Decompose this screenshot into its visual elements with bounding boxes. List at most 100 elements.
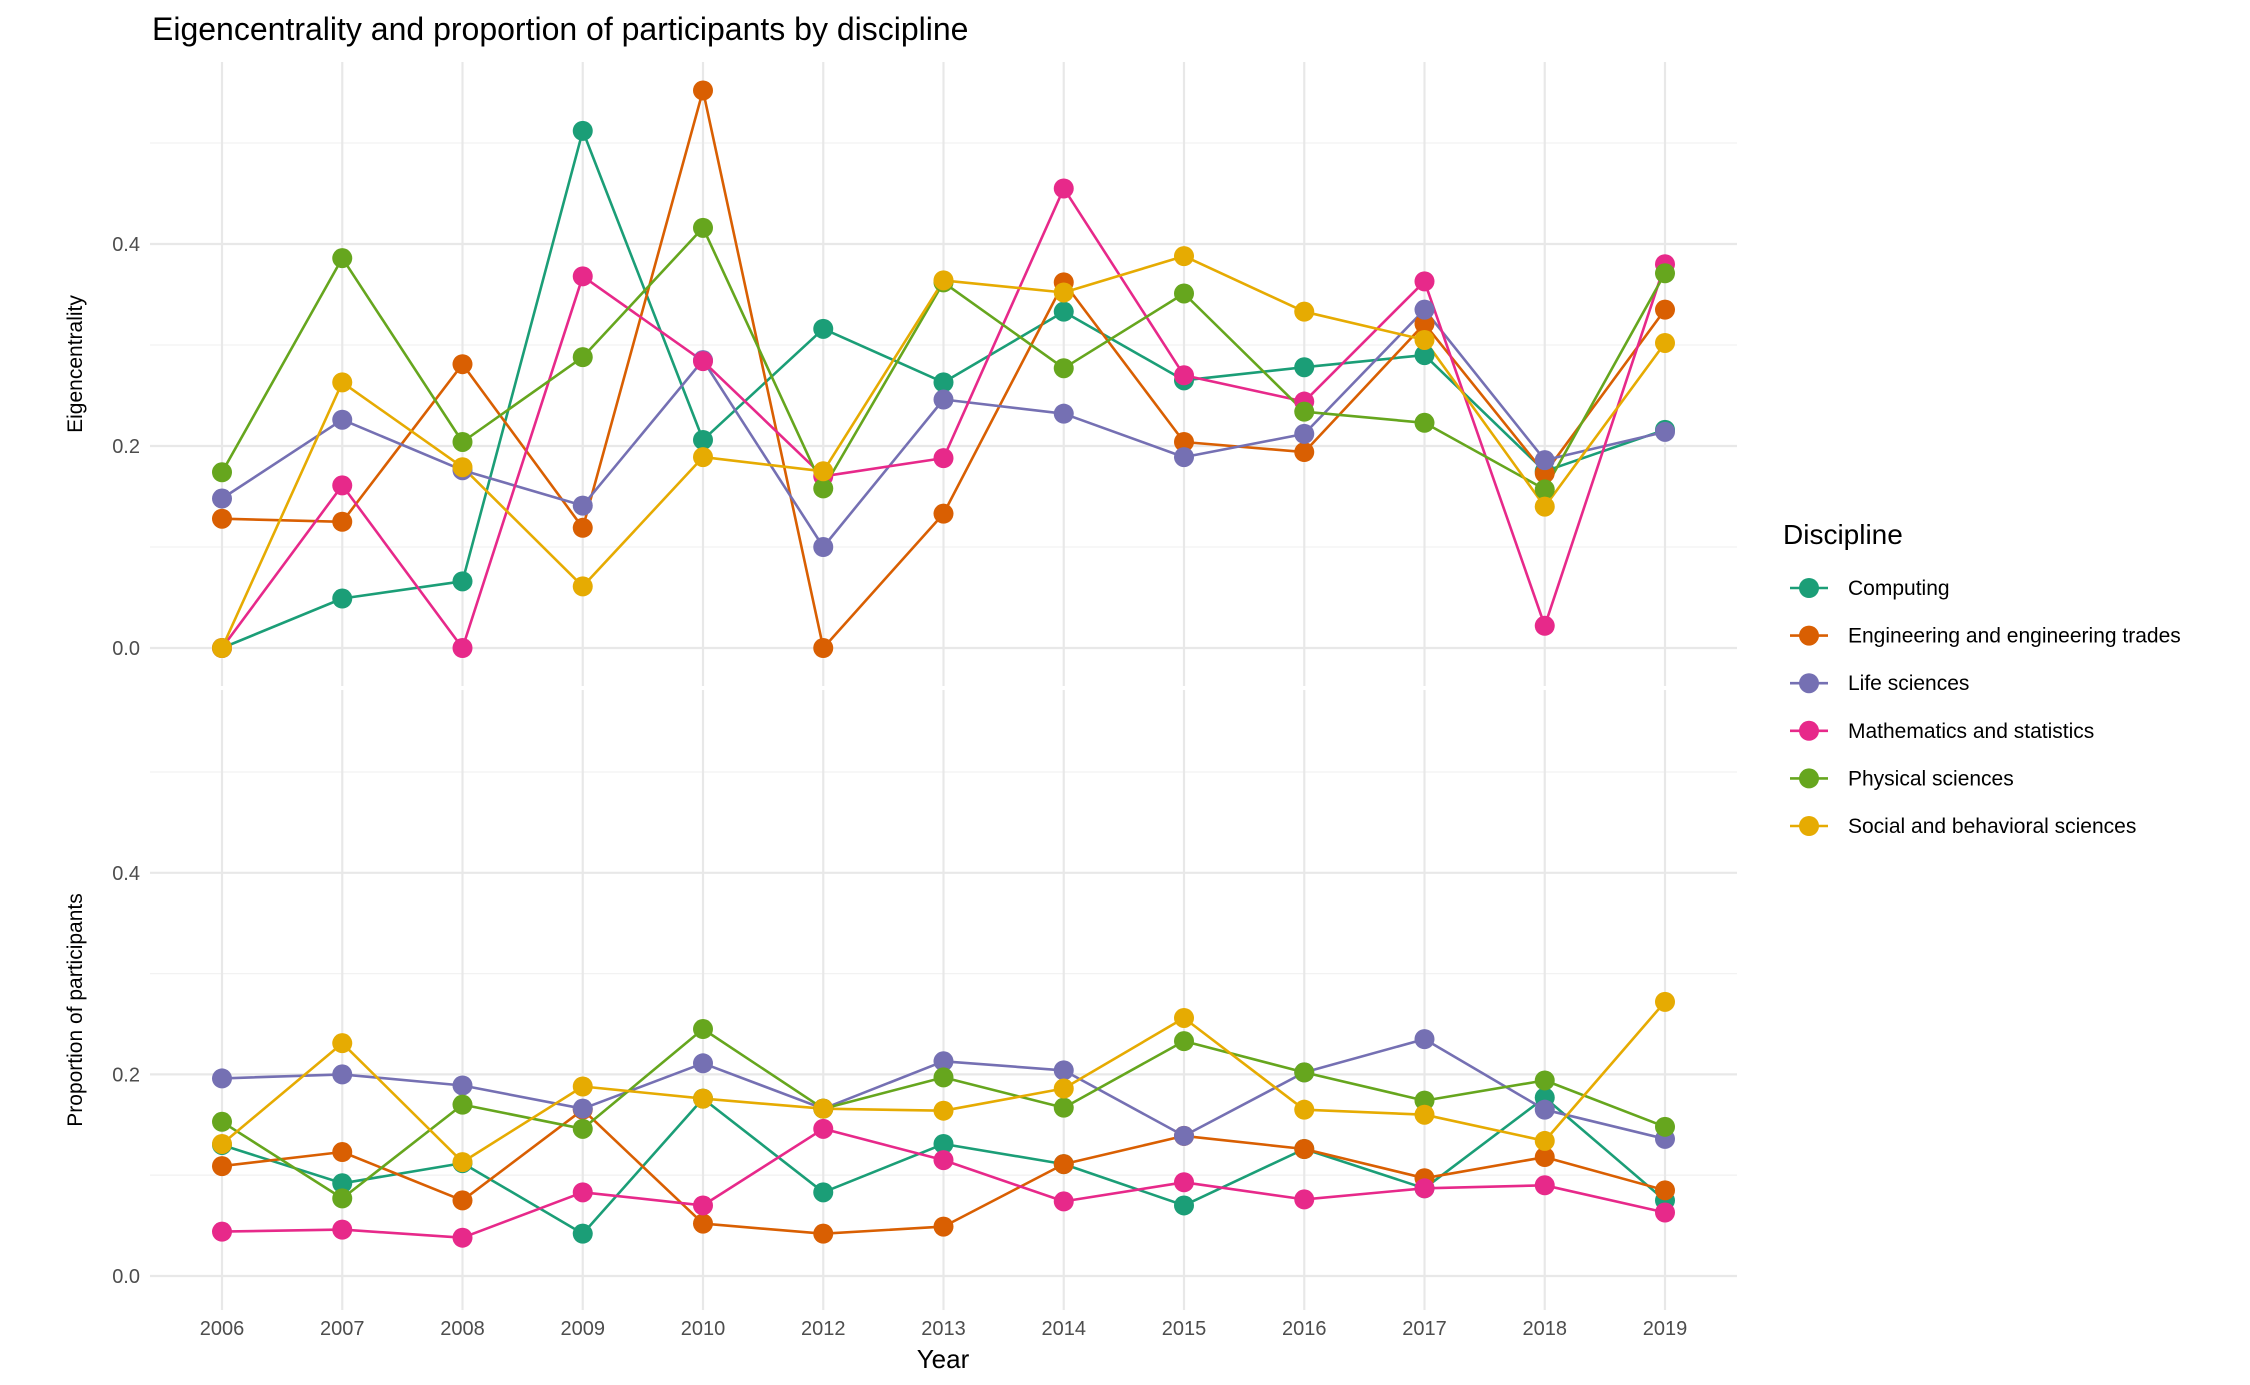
x-tick-label: 2017 <box>1402 1318 1447 1340</box>
data-point <box>1294 1062 1315 1083</box>
data-point <box>572 266 593 287</box>
data-point <box>332 1173 353 1194</box>
x-tick-label: 2018 <box>1523 1318 1568 1340</box>
data-point <box>572 347 593 368</box>
data-point <box>693 1019 713 1040</box>
data-point <box>212 1068 232 1089</box>
data-point <box>693 1213 713 1234</box>
x-tick-label: 2007 <box>320 1318 365 1340</box>
data-point <box>212 508 232 529</box>
data-point <box>1294 1138 1315 1159</box>
data-point <box>1174 1007 1194 1028</box>
x-tick-label: 2008 <box>440 1318 485 1340</box>
data-point <box>1174 1125 1194 1146</box>
data-point <box>1655 263 1675 284</box>
legend: Discipline Computing Engineering and engi… <box>1783 519 2181 838</box>
data-point <box>332 475 353 496</box>
panel-1: 0.0 0.2 0.4 Eigencentrality <box>64 62 1737 686</box>
data-point <box>1534 1099 1555 1120</box>
data-point <box>452 1152 473 1173</box>
data-point <box>572 576 593 597</box>
data-point <box>572 1076 593 1097</box>
y-tick-label: 0.0 <box>112 1266 140 1288</box>
data-point <box>1053 282 1074 303</box>
data-point <box>1655 299 1675 320</box>
data-point <box>1053 301 1074 322</box>
data-point <box>1655 991 1675 1012</box>
data-point <box>572 120 593 141</box>
data-point <box>332 1033 353 1054</box>
data-point <box>1655 1116 1675 1137</box>
x-axis: 2006 2007 2008 2009 2010 2012 2013 2014 2015 2016… <box>200 1318 1688 1340</box>
plot-panels: 0.0 0.2 0.4 Eigencentrality 0.0 0.2 0.4 Proport… <box>64 62 1737 1310</box>
legend-point-key <box>1799 720 1819 741</box>
data-point <box>813 461 834 482</box>
legend-label: Engineering and engineering trades <box>1848 625 2181 648</box>
data-point <box>572 1118 593 1139</box>
data-point <box>693 429 713 450</box>
y-axis-title-panel-1: Eigencentrality <box>64 295 87 433</box>
data-point <box>813 1182 834 1203</box>
data-point <box>1655 332 1675 353</box>
data-point <box>332 1064 353 1085</box>
x-tick-label: 2019 <box>1643 1318 1688 1340</box>
data-point <box>1294 301 1315 322</box>
data-point <box>572 495 593 516</box>
data-point <box>1053 1060 1074 1081</box>
data-point <box>332 511 353 532</box>
data-point <box>1414 313 1435 334</box>
data-point <box>1414 345 1435 366</box>
data-point <box>212 638 232 658</box>
data-point <box>1174 1195 1194 1216</box>
legend-point-key <box>1799 578 1819 598</box>
data-point <box>1294 442 1315 463</box>
data-point <box>933 1133 954 1154</box>
data-point <box>1414 1178 1435 1199</box>
legend-items: Computing Engineering and engineering tra… <box>1790 577 2181 838</box>
data-point <box>1294 1099 1315 1120</box>
data-point <box>332 1188 353 1209</box>
legend-item: Mathematics and statistics <box>1790 720 2094 743</box>
x-tick-label: 2010 <box>681 1318 726 1340</box>
y-tick-labels-panel-1: 0.0 0.2 0.4 <box>112 234 140 660</box>
data-point <box>332 409 353 430</box>
data-point <box>452 431 473 452</box>
data-point <box>332 248 353 269</box>
data-point <box>1414 271 1435 292</box>
y-tick-label: 0.2 <box>112 436 140 458</box>
data-point <box>1534 450 1555 471</box>
data-point <box>572 517 593 538</box>
data-point <box>1534 496 1555 517</box>
data-point <box>1053 1078 1074 1099</box>
data-point <box>1534 1070 1555 1091</box>
data-point <box>452 1190 473 1211</box>
x-tick-label: 2009 <box>561 1318 606 1340</box>
legend-point-key <box>1799 768 1819 789</box>
y-tick-label: 0.0 <box>112 638 140 660</box>
x-tick-label: 2013 <box>921 1318 966 1340</box>
data-point <box>1534 1175 1555 1196</box>
data-point <box>813 1098 834 1119</box>
legend-item: Computing <box>1790 577 1950 600</box>
data-point <box>933 1150 954 1171</box>
data-point <box>1053 358 1074 379</box>
data-point <box>1174 246 1194 267</box>
data-point <box>332 588 353 609</box>
legend-title: Discipline <box>1783 519 1903 550</box>
data-point <box>572 1098 593 1119</box>
data-point <box>933 1067 954 1088</box>
data-point <box>212 1156 232 1177</box>
data-point <box>212 1111 232 1132</box>
data-point <box>1174 1031 1194 1052</box>
data-point <box>933 448 954 469</box>
data-point <box>452 1094 473 1115</box>
data-point <box>212 1133 232 1154</box>
x-tick-label: 2015 <box>1162 1318 1207 1340</box>
data-point <box>933 1216 954 1237</box>
data-point <box>1655 421 1675 442</box>
data-point <box>1294 357 1315 378</box>
data-point <box>212 1221 232 1242</box>
data-point <box>1053 1097 1074 1118</box>
data-point <box>933 1051 954 1072</box>
